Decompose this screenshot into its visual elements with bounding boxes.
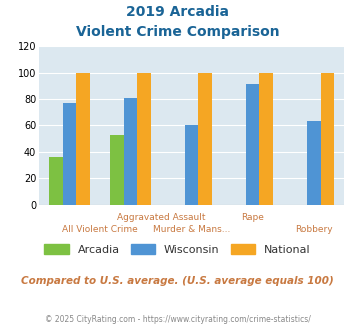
Legend: Arcadia, Wisconsin, National: Arcadia, Wisconsin, National xyxy=(40,240,315,259)
Text: 2019 Arcadia: 2019 Arcadia xyxy=(126,5,229,19)
Bar xyxy=(124,98,137,205)
Bar xyxy=(260,73,273,205)
Bar xyxy=(76,73,90,205)
Bar xyxy=(63,103,76,205)
Text: Aggravated Assault: Aggravated Assault xyxy=(117,213,206,222)
Text: © 2025 CityRating.com - https://www.cityrating.com/crime-statistics/: © 2025 CityRating.com - https://www.city… xyxy=(45,315,310,324)
Bar xyxy=(321,73,334,205)
Bar xyxy=(246,84,260,205)
Text: Rape: Rape xyxy=(241,213,264,222)
Text: Violent Crime Comparison: Violent Crime Comparison xyxy=(76,25,279,39)
Bar xyxy=(110,135,124,205)
Text: All Violent Crime: All Violent Crime xyxy=(62,225,138,234)
Bar xyxy=(137,73,151,205)
Bar xyxy=(49,157,63,205)
Text: Robbery: Robbery xyxy=(295,225,333,234)
Text: Compared to U.S. average. (U.S. average equals 100): Compared to U.S. average. (U.S. average … xyxy=(21,276,334,285)
Bar xyxy=(307,121,321,205)
Text: Murder & Mans...: Murder & Mans... xyxy=(153,225,230,234)
Bar xyxy=(185,125,198,205)
Bar xyxy=(198,73,212,205)
